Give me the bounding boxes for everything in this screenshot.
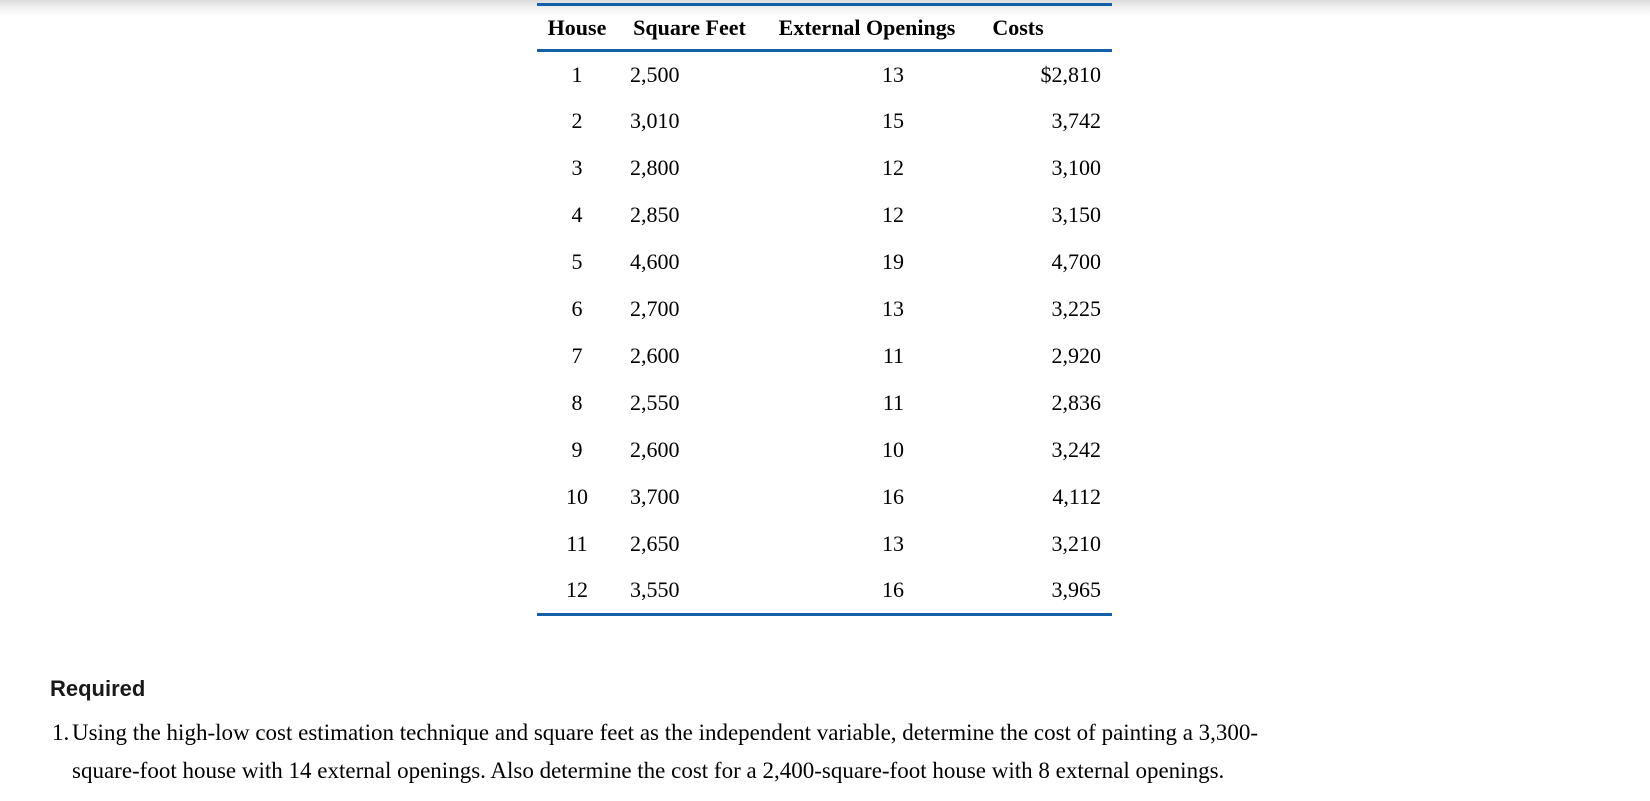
- square-feet-cell: 3,010: [630, 108, 680, 133]
- table-row: 1 2,500 13 $2,810: [537, 51, 1112, 98]
- square-feet-cell: 3,700: [630, 484, 680, 509]
- costs-cell: 3,100: [1051, 155, 1102, 180]
- table-header: House Square Feet External Openings Cost…: [537, 4, 1112, 52]
- external-openings-cell: 16: [882, 577, 904, 603]
- square-feet-cell: 2,600: [630, 343, 680, 368]
- square-feet-cell: 2,800: [630, 155, 680, 180]
- external-openings-cell: 11: [882, 390, 904, 415]
- square-feet-cell: 2,550: [630, 390, 680, 415]
- table-row: 11 2,650 13 3,210: [537, 521, 1112, 568]
- costs-cell: 3,210: [1051, 531, 1102, 556]
- header-house: House: [537, 4, 617, 52]
- house-painting-cost-table: House Square Feet External Openings Cost…: [537, 3, 1112, 616]
- house-cell: 1: [571, 61, 583, 87]
- table-row: 8 2,550 11 2,836: [537, 380, 1112, 427]
- house-cell: 2: [571, 108, 583, 133]
- house-cell: 10: [566, 484, 588, 509]
- table-row: 10 3,700 16 4,112: [537, 474, 1112, 521]
- square-feet-cell: 2,600: [630, 437, 680, 462]
- house-cell: 6: [571, 296, 583, 321]
- table-row: 3 2,800 12 3,100: [537, 145, 1112, 192]
- square-feet-cell: 2,650: [630, 531, 680, 556]
- house-cell: 11: [566, 531, 588, 556]
- table-row: 9 2,600 10 3,242: [537, 427, 1112, 474]
- square-feet-cell: 4,600: [630, 249, 680, 274]
- costs-cell: 2,920: [1051, 343, 1102, 368]
- table-header-row: House Square Feet External Openings Cost…: [537, 4, 1112, 52]
- house-cell: 7: [571, 343, 583, 368]
- square-feet-cell: 3,550: [630, 577, 680, 603]
- external-openings-cell: 12: [882, 202, 904, 227]
- header-costs: Costs: [972, 4, 1112, 52]
- costs-cell: 3,225: [1051, 296, 1102, 321]
- costs-cell: 4,700: [1051, 249, 1102, 274]
- costs-cell: 2,836: [1051, 390, 1102, 415]
- cost-data-table-container: House Square Feet External Openings Cost…: [537, 3, 1112, 616]
- table-row: 7 2,600 11 2,920: [537, 333, 1112, 380]
- table-body: 1 2,500 13 $2,810 2 3,010 15 3,742 3 2,8…: [537, 51, 1112, 615]
- external-openings-cell: 11: [882, 343, 904, 368]
- table-row: 5 4,600 19 4,700: [537, 239, 1112, 286]
- external-openings-cell: 13: [882, 296, 904, 321]
- costs-cell: 3,150: [1051, 202, 1102, 227]
- table-row: 6 2,700 13 3,225: [537, 286, 1112, 333]
- costs-cell: $2,810: [1040, 61, 1102, 87]
- external-openings-cell: 10: [882, 437, 904, 462]
- required-item-1: 1. Using the high-low cost estimation te…: [52, 714, 1258, 790]
- square-feet-cell: 2,850: [630, 202, 680, 227]
- required-item-line: square-foot house with 14 external openi…: [72, 758, 1225, 783]
- required-item-line: Using the high-low cost estimation techn…: [72, 720, 1259, 745]
- external-openings-cell: 13: [882, 531, 904, 556]
- external-openings-cell: 12: [882, 155, 904, 180]
- house-cell: 4: [571, 202, 583, 227]
- external-openings-cell: 15: [882, 108, 904, 133]
- costs-cell: 4,112: [1052, 484, 1101, 509]
- header-external-openings: External Openings: [762, 4, 972, 52]
- house-cell: 9: [571, 437, 583, 462]
- square-feet-cell: 2,500: [630, 61, 680, 87]
- costs-cell: 3,242: [1051, 437, 1102, 462]
- house-cell: 8: [571, 390, 583, 415]
- table-row: 4 2,850 12 3,150: [537, 192, 1112, 239]
- required-item-text: Using the high-low cost estimation techn…: [72, 714, 1258, 790]
- house-cell: 5: [571, 249, 583, 274]
- header-square-feet: Square Feet: [617, 4, 762, 52]
- required-heading: Required: [50, 676, 146, 701]
- external-openings-cell: 16: [882, 484, 904, 509]
- table-row: 12 3,550 16 3,965: [537, 568, 1112, 615]
- house-cell: 12: [566, 577, 588, 603]
- house-cell: 3: [571, 155, 583, 180]
- square-feet-cell: 2,700: [630, 296, 680, 321]
- costs-cell: 3,742: [1051, 108, 1102, 133]
- costs-cell: 3,965: [1051, 577, 1102, 603]
- table-row: 2 3,010 15 3,742: [537, 98, 1112, 145]
- external-openings-cell: 19: [882, 249, 904, 274]
- required-item-number: 1.: [52, 720, 70, 745]
- external-openings-cell: 13: [882, 61, 904, 87]
